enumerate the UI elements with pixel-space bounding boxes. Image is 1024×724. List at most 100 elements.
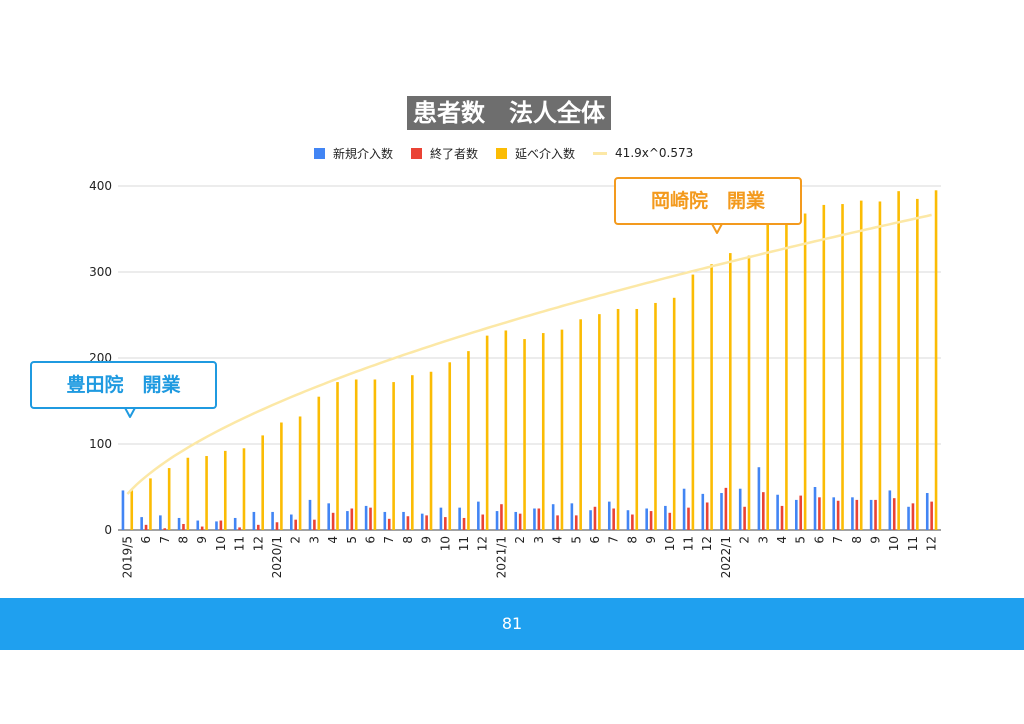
bar-cumulative xyxy=(598,314,601,530)
bar-cumulative xyxy=(766,215,770,531)
legend-label-trend: 41.9x^0.573 xyxy=(615,146,694,160)
bar-ended xyxy=(668,512,672,530)
bar-cumulative xyxy=(467,351,470,530)
bar-cumulative xyxy=(280,422,283,530)
bar-cumulative xyxy=(934,190,938,531)
bar-cumulative xyxy=(485,335,489,530)
legend-item-cumulative: 延べ介入数 xyxy=(496,145,575,162)
bar-cumulative xyxy=(242,448,246,530)
x-tick-label: 10 xyxy=(663,536,677,551)
bar-cumulative xyxy=(616,308,620,530)
bar-cumulative xyxy=(186,457,190,530)
bar-ended xyxy=(874,499,877,530)
bar-cumulative xyxy=(728,253,732,530)
bar-ended xyxy=(369,507,372,530)
bar-new xyxy=(271,511,274,530)
bar-cumulative xyxy=(504,330,508,530)
x-tick-label: 12 xyxy=(925,536,939,551)
bar-new xyxy=(795,499,798,530)
bar-new xyxy=(252,511,256,530)
x-tick-label: 5 xyxy=(345,536,359,544)
x-tick-label: 9 xyxy=(869,536,883,544)
bar-new xyxy=(757,467,761,530)
bar-new xyxy=(140,517,143,530)
x-tick-label: 7 xyxy=(158,536,172,544)
x-tick-label: 6 xyxy=(364,536,378,544)
bar-new xyxy=(851,497,854,530)
trendline xyxy=(126,213,932,495)
x-tick-label: 8 xyxy=(176,536,190,544)
legend-swatch-ended xyxy=(411,147,423,159)
x-tick-label: 2 xyxy=(289,536,303,544)
bar-cumulative xyxy=(691,274,695,530)
bar-cumulative xyxy=(354,379,358,530)
bar-new xyxy=(551,504,555,530)
bar-ended xyxy=(144,524,148,530)
bar-ended xyxy=(612,508,615,530)
bar-new xyxy=(364,505,368,530)
bar-new xyxy=(533,508,536,530)
bar-cumulative xyxy=(916,198,919,530)
x-tick-label: 10 xyxy=(438,536,452,551)
x-tick-label: 11 xyxy=(906,536,920,551)
bar-new xyxy=(701,493,705,530)
x-tick-label: 8 xyxy=(850,536,864,544)
legend-swatch-cumulative xyxy=(496,147,508,159)
x-tick-label: 10 xyxy=(887,536,901,551)
x-tick-label: 5 xyxy=(569,536,583,544)
legend-swatch-new xyxy=(314,147,325,159)
bar-cumulative xyxy=(205,456,208,530)
bar-cumulative xyxy=(560,329,564,530)
bar-ended xyxy=(762,492,765,530)
bar-cumulative xyxy=(317,396,321,530)
bar-ended xyxy=(556,515,559,530)
bar-ended xyxy=(631,514,634,530)
x-tick-label: 4 xyxy=(775,536,789,544)
bar-cumulative xyxy=(392,382,395,530)
bar-new xyxy=(233,517,237,530)
bar-ended xyxy=(313,519,316,530)
bar-new xyxy=(495,511,499,530)
bar-cumulative xyxy=(167,468,171,530)
page-number: 81 xyxy=(501,614,523,633)
bar-new xyxy=(514,511,518,530)
bar-new xyxy=(626,510,630,530)
bar-new xyxy=(607,501,611,530)
chart-title: 患者数 法人全体 xyxy=(407,96,611,130)
x-tick-label: 3 xyxy=(532,536,546,544)
bar-ended xyxy=(724,487,728,530)
bar-cumulative xyxy=(579,319,582,530)
bar-new xyxy=(420,513,424,530)
bar-new xyxy=(458,507,461,530)
bar-ended xyxy=(593,506,597,530)
bar-cumulative xyxy=(747,255,751,530)
x-tick-label: 8 xyxy=(401,536,415,544)
bar-ended xyxy=(182,523,185,530)
bar-new xyxy=(327,503,331,530)
bar-ended xyxy=(780,505,784,530)
legend-item-new: 新規介入数 xyxy=(314,145,393,162)
bar-ended xyxy=(331,512,335,530)
bar-ended xyxy=(275,522,279,530)
y-tick-label: 400 xyxy=(89,179,112,193)
bar-cumulative xyxy=(897,191,900,530)
bar-new xyxy=(888,490,892,530)
bar-cumulative xyxy=(785,212,788,530)
bar-new xyxy=(402,511,405,530)
x-tick-label: 2020/1 xyxy=(270,536,284,578)
x-tick-label: 7 xyxy=(607,536,621,544)
x-tick-label: 7 xyxy=(831,536,845,544)
bar-cumulative xyxy=(298,416,302,530)
bar-new xyxy=(439,507,443,530)
bar-cumulative xyxy=(411,375,414,530)
bar-cumulative xyxy=(130,490,134,530)
bar-cumulative xyxy=(429,371,433,530)
bar-ended xyxy=(219,520,223,530)
bar-new xyxy=(776,494,779,530)
bar-cumulative xyxy=(672,297,676,530)
bar-ended xyxy=(406,516,410,530)
bar-new xyxy=(832,497,836,530)
x-tick-label: 9 xyxy=(195,536,209,544)
